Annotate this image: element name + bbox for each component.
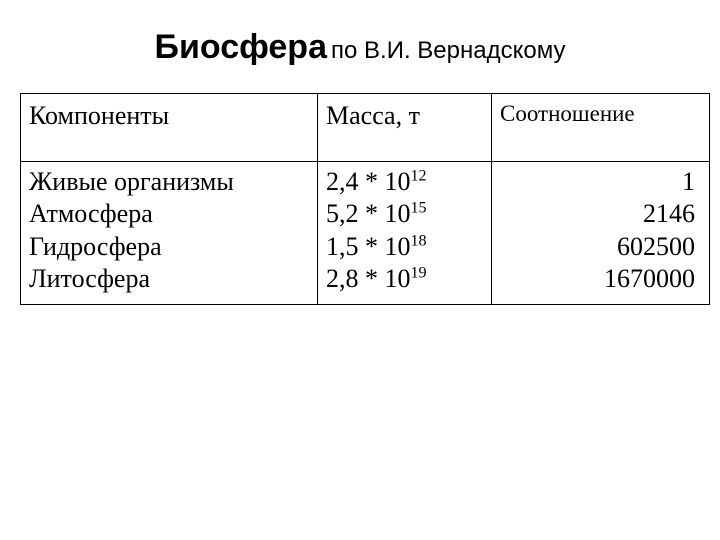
col-header-mass: Масса, т: [318, 94, 492, 162]
title-sub: по В.И. Вернадскому: [331, 37, 565, 64]
ratio-value: 602500: [500, 231, 695, 264]
mass-value: 2,4 * 1012: [326, 166, 483, 199]
mass-value: 1,5 * 1018: [326, 231, 483, 264]
cell-ratio: 1 2146 602500 1670000: [492, 161, 710, 304]
cell-components: Живые организмы Атмосфера Гидросфера Лит…: [21, 161, 318, 304]
col-header-ratio: Соотношение: [492, 94, 710, 162]
comp-value: Живые организмы: [29, 166, 309, 199]
col-header-components: Компоненты: [21, 94, 318, 162]
table-data-row: Живые организмы Атмосфера Гидросфера Лит…: [21, 161, 710, 304]
mass-value: 2,8 * 1019: [326, 263, 483, 296]
table-header-row: Компоненты Масса, т Соотношение: [21, 94, 710, 162]
comp-value: Атмосфера: [29, 198, 309, 231]
slide: Биосфера по В.И. Вернадскому Компоненты …: [0, 0, 720, 540]
ratio-value: 1: [500, 166, 695, 199]
comp-value: Гидросфера: [29, 231, 309, 264]
mass-value: 5,2 * 1015: [326, 198, 483, 231]
comp-value: Литосфера: [29, 263, 309, 296]
biosphere-table: Компоненты Масса, т Соотношение Живые ор…: [20, 93, 710, 305]
ratio-value: 2146: [500, 198, 695, 231]
ratio-value: 1670000: [500, 263, 695, 296]
cell-mass: 2,4 * 1012 5,2 * 1015 1,5 * 1018 2,8 * 1…: [318, 161, 492, 304]
title-main: Биосфера: [155, 28, 327, 66]
slide-title: Биосфера по В.И. Вернадскому: [0, 28, 720, 67]
